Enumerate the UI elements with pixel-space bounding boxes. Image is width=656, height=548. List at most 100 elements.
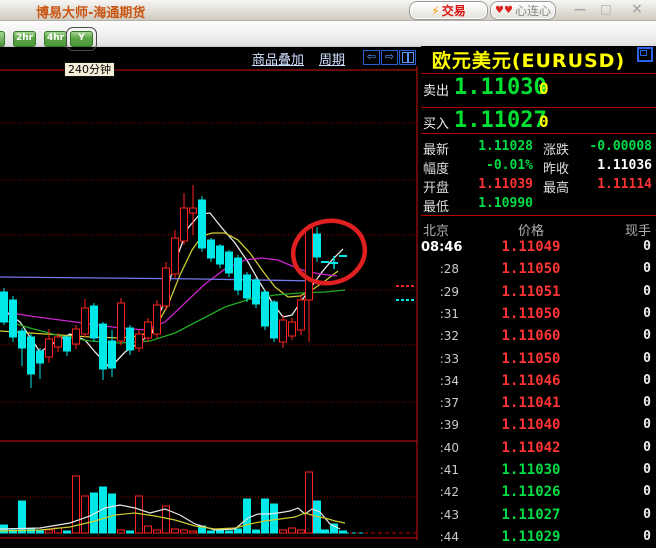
tick-price: 1.11051 xyxy=(501,283,561,300)
tick-price: 1.11060 xyxy=(501,328,561,345)
sell-price[interactable]: 1.11030 xyxy=(454,75,547,100)
maximize-button[interactable]: □ xyxy=(600,2,612,16)
candle-body xyxy=(234,257,242,291)
tick-time: :40 xyxy=(439,440,459,455)
tick-time: :42 xyxy=(439,485,459,500)
tick-row[interactable]: :32 1.11060 0 xyxy=(421,325,653,347)
toolbar-button-partial[interactable] xyxy=(0,31,5,47)
timeframe-button-4hr[interactable]: 4hr xyxy=(44,31,68,47)
volume-bar xyxy=(81,495,89,534)
heart-link-button[interactable]: ♥♥ 心连心 xyxy=(490,1,556,20)
stat-label: 最新 xyxy=(423,143,450,158)
tick-price: 1.11050 xyxy=(501,305,561,322)
candle-body xyxy=(9,299,17,338)
volume-bar xyxy=(9,529,17,534)
stat-label: 最高 xyxy=(543,181,570,196)
minimize-button[interactable]: — xyxy=(574,2,586,16)
tick-row[interactable]: :37 1.11041 0 xyxy=(421,392,653,414)
candle-body xyxy=(36,350,44,364)
tick-row[interactable]: :33 1.11050 0 xyxy=(421,348,653,370)
tick-price: 1.11029 xyxy=(501,528,561,545)
stat-value: 1.11114 xyxy=(597,177,652,192)
lightning-icon: ⚡ xyxy=(431,3,440,18)
tick-price: 1.11027 xyxy=(501,506,561,523)
panel-window-icon[interactable] xyxy=(637,47,653,62)
stat-label: 幅度 xyxy=(423,162,450,177)
candle-body xyxy=(72,328,80,345)
tick-price: 1.11050 xyxy=(501,261,561,278)
volume-bar xyxy=(261,498,269,534)
candle-body xyxy=(117,302,125,342)
volume-bar xyxy=(63,530,71,534)
toolbar: 2hr 4hr Y xyxy=(0,20,656,51)
separator xyxy=(421,215,656,216)
stat-value: -0.00008 xyxy=(589,139,652,154)
volume-bar xyxy=(207,530,215,534)
tick-time: :32 xyxy=(439,329,459,344)
volume-bar xyxy=(153,529,161,534)
volume-bar xyxy=(305,471,313,534)
timeframe-button-y[interactable]: Y xyxy=(66,27,97,51)
tick-row[interactable]: :42 1.11026 0 xyxy=(421,481,653,503)
close-button[interactable]: × xyxy=(631,1,643,17)
candle-body xyxy=(153,304,161,335)
tick-time: :44 xyxy=(439,529,459,544)
quote-panel: 欧元美元(EURUSD) 卖出 1.11030 0 买入 1.11027 0 最… xyxy=(421,46,656,545)
volume-bar xyxy=(330,523,338,534)
chart-header: ⇦ ⇨ 商品叠加 周期 xyxy=(0,49,418,68)
tick-price: 1.11050 xyxy=(501,350,561,367)
candlestick-chart[interactable] xyxy=(0,0,420,543)
stat-value: 1.11036 xyxy=(597,158,652,173)
tick-row[interactable]: :29 1.11051 0 xyxy=(421,281,653,303)
tick-volume: 0 xyxy=(643,462,651,477)
ma-blue-price xyxy=(0,276,319,282)
tick-price: 1.11041 xyxy=(501,395,561,412)
tick-row[interactable]: :31 1.11050 0 xyxy=(421,303,653,325)
tick-row[interactable]: 08:46 1.11049 0 xyxy=(421,236,653,258)
volume-bar xyxy=(90,492,98,534)
tick-row[interactable]: :34 1.11046 0 xyxy=(421,370,653,392)
candle-body xyxy=(216,245,224,265)
candle-body xyxy=(18,330,26,349)
volume-bar xyxy=(27,528,35,534)
tick-volume: 0 xyxy=(643,395,651,411)
volume-bar xyxy=(18,500,26,534)
tick-row[interactable]: :28 1.11050 0 xyxy=(421,258,653,280)
stat-label: 最低 xyxy=(423,200,450,215)
candle-body xyxy=(270,301,278,339)
stat-value: 1.11039 xyxy=(478,177,533,192)
volume-bar xyxy=(126,530,134,534)
tick-time: :28 xyxy=(439,262,459,277)
tick-row[interactable]: :43 1.11027 0 xyxy=(421,504,653,526)
volume-bar xyxy=(36,530,44,534)
tick-price: 1.11049 xyxy=(501,239,561,255)
left-arrow-icon[interactable]: ⇦ xyxy=(363,50,380,65)
buy-qty: 0 xyxy=(539,112,549,131)
right-arrow-icon[interactable]: ⇨ xyxy=(381,50,398,65)
trade-button-label: 交易 xyxy=(441,4,466,18)
tick-price: 1.11040 xyxy=(501,417,561,434)
trade-button[interactable]: ⚡ 交易 xyxy=(409,1,488,20)
stat-row: 幅度 -0.01% 昨收 1.11036 xyxy=(421,157,656,177)
tick-row[interactable]: :40 1.11042 0 xyxy=(421,437,653,459)
chart-link-1[interactable]: 周期 xyxy=(319,53,346,68)
tick-volume: 0 xyxy=(643,328,651,344)
tick-row[interactable]: :44 1.11029 0 xyxy=(421,526,653,548)
buy-price[interactable]: 1.11027 xyxy=(454,108,547,133)
timeframe-button-2hr[interactable]: 2hr xyxy=(13,31,37,47)
separator xyxy=(421,107,656,108)
tick-volume: 0 xyxy=(643,484,651,500)
candle-body xyxy=(313,233,321,258)
candle-body xyxy=(81,307,89,335)
stat-value: 1.11028 xyxy=(478,139,533,154)
candle-body xyxy=(252,279,260,305)
chart-link-0[interactable]: 商品叠加 xyxy=(252,53,305,68)
volume-bar xyxy=(288,527,296,534)
period-label: 240分钟 xyxy=(64,62,115,77)
candle-body xyxy=(305,227,313,301)
split-view-icon[interactable] xyxy=(399,50,416,65)
volume-bar xyxy=(252,529,260,534)
tick-row[interactable]: :39 1.11040 0 xyxy=(421,414,653,436)
candle-body xyxy=(198,199,206,249)
tick-row[interactable]: :41 1.11030 0 xyxy=(421,459,653,481)
